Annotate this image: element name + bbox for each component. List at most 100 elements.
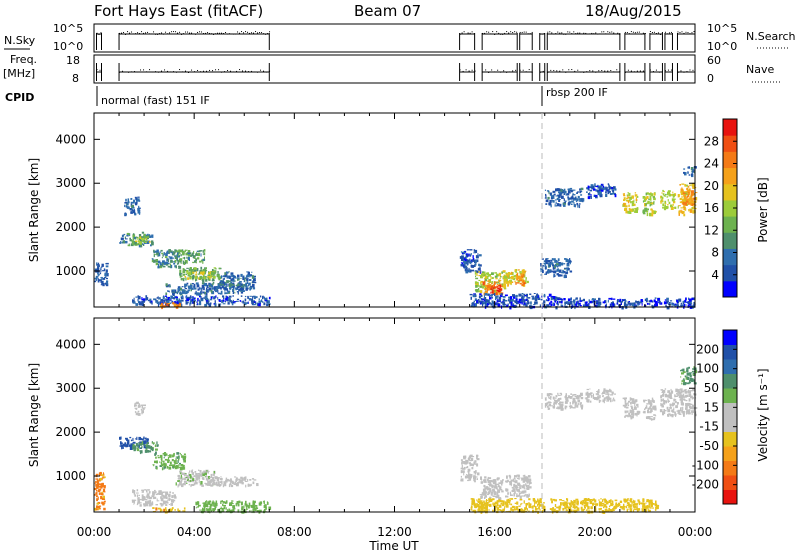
data-cell (212, 476, 215, 481)
data-cell (235, 479, 238, 482)
nsky-dot (693, 31, 695, 33)
data-cell (216, 481, 218, 486)
data-cell (232, 505, 234, 509)
data-cell (480, 294, 483, 297)
nsky-dot (496, 31, 498, 33)
nave-dot (539, 71, 541, 73)
nsky-dot (653, 31, 655, 33)
data-cell (177, 456, 179, 459)
data-cell (576, 396, 580, 400)
data-cell (174, 259, 177, 263)
nsky-dot (253, 32, 255, 34)
data-cell (681, 211, 685, 213)
data-cell (155, 298, 157, 302)
data-cell (604, 188, 606, 190)
data-cell (175, 460, 177, 464)
data-cell (135, 243, 138, 246)
data-cell (550, 297, 553, 300)
data-cell (691, 297, 694, 300)
data-cell (489, 498, 493, 502)
data-cell (489, 487, 491, 491)
nsky-dot (135, 33, 137, 35)
data-cell (598, 297, 600, 301)
data-cell (557, 268, 559, 271)
data-cell (191, 470, 193, 474)
data-cell (131, 499, 135, 503)
data-cell (202, 291, 205, 294)
data-cell (169, 508, 172, 510)
data-cell (477, 284, 480, 287)
data-cell (145, 499, 148, 501)
data-cell (136, 401, 139, 405)
data-cell (162, 494, 165, 498)
data-cell (624, 399, 627, 403)
data-cell (263, 500, 265, 504)
data-cell (96, 267, 100, 271)
data-cell (101, 483, 103, 487)
data-cell (151, 241, 154, 246)
data-cell (484, 502, 487, 505)
data-cell (96, 482, 100, 486)
nave-dot (230, 70, 232, 72)
data-cell (498, 291, 502, 295)
data-cell (463, 466, 465, 469)
nsky-dot (683, 32, 685, 34)
nsky-dot (494, 33, 496, 35)
data-cell (620, 301, 622, 304)
nave-dot (488, 71, 490, 73)
data-cell (521, 495, 524, 497)
data-cell (535, 506, 537, 510)
data-cell (179, 472, 182, 475)
data-cell (534, 508, 538, 511)
data-cell (133, 490, 136, 493)
data-cell (511, 498, 514, 500)
data-cell (139, 450, 142, 452)
data-cell (636, 506, 638, 509)
data-cell (164, 295, 167, 297)
nsky-dot (235, 33, 237, 35)
data-cell (609, 193, 613, 195)
data-cell (223, 501, 226, 503)
data-cell (672, 194, 675, 198)
data-cell (193, 267, 194, 271)
y-tick-label: 2000 (55, 220, 86, 234)
data-cell (610, 501, 612, 503)
data-cell (502, 301, 506, 305)
data-cell (489, 503, 492, 507)
data-cell (193, 297, 196, 299)
data-cell (613, 192, 616, 196)
data-cell (546, 402, 548, 405)
data-cell (686, 187, 689, 191)
data-cell (219, 282, 223, 286)
data-cell (509, 475, 512, 478)
data-cell (494, 486, 497, 489)
data-cell (523, 282, 526, 285)
data-cell (548, 407, 551, 410)
data-cell (204, 303, 208, 307)
data-cell (177, 460, 179, 463)
data-cell (638, 300, 640, 304)
data-cell (553, 403, 555, 405)
data-cell (182, 291, 185, 294)
data-cell (513, 477, 515, 480)
data-cell (474, 281, 478, 285)
nave-dot (236, 70, 238, 72)
data-cell (563, 298, 566, 301)
data-cell (577, 195, 580, 199)
data-cell (641, 502, 645, 504)
data-cell (680, 302, 682, 305)
data-cell (181, 251, 184, 253)
data-cell (482, 301, 486, 305)
data-cell (650, 299, 653, 303)
nave-dot (224, 71, 226, 73)
data-cell (188, 483, 191, 486)
data-cell (142, 239, 145, 243)
data-cell (218, 303, 222, 305)
data-cell (192, 271, 195, 274)
colorbar-swatch (723, 264, 737, 282)
data-cell (188, 472, 190, 476)
data-cell (182, 270, 186, 273)
data-cell (483, 273, 487, 277)
data-cell (594, 195, 596, 197)
data-cell (612, 298, 616, 300)
